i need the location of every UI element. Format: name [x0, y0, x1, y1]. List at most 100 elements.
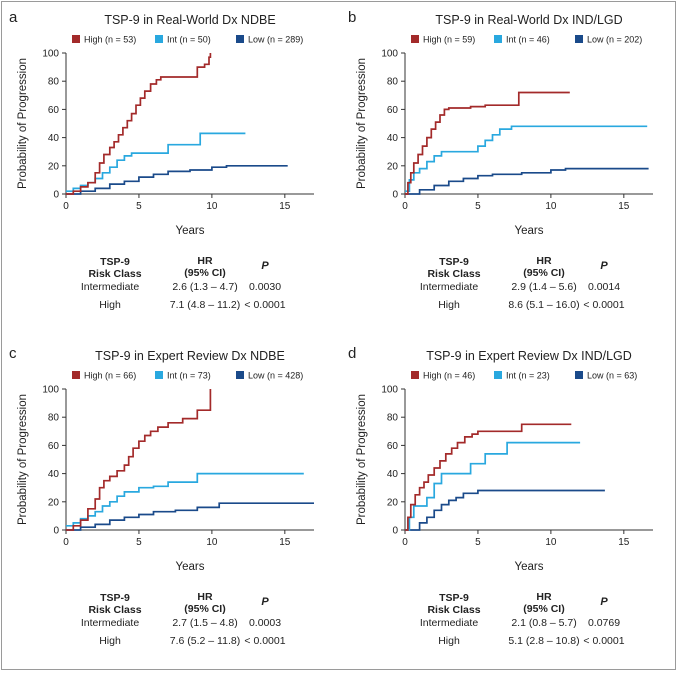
y-tick-label: 100 [381, 385, 398, 396]
x-axis-label: Years [176, 561, 205, 573]
y-tick-label: 80 [48, 77, 60, 88]
y-tick-label: 80 [387, 77, 399, 88]
y-axis-label: Probability of Progression [356, 394, 368, 525]
x-axis-label: Years [515, 561, 544, 573]
x-tick-label: 15 [618, 201, 630, 212]
header-hr-line2: (95% CI) [184, 603, 226, 615]
y-tick-label: 100 [42, 49, 59, 60]
legend-swatch-low [575, 371, 583, 379]
header-p-value: P [600, 260, 608, 272]
header-risk-class-line2: Risk Class [427, 604, 481, 616]
chart-title: TSP-9 in Real-World Dx NDBE [104, 13, 275, 27]
legend-swatch-low [236, 35, 244, 43]
legend-swatch-int [494, 35, 502, 43]
legend-label-low: Low (n = 289) [248, 35, 303, 45]
x-tick-label: 10 [545, 201, 557, 212]
row-hr-high: 8.6 (5.1 – 16.0) [508, 299, 580, 311]
row-p-intermediate: 0.0030 [248, 281, 282, 293]
header-hr-line2: (95% CI) [523, 603, 565, 615]
header-p-value: P [261, 260, 269, 272]
legend-label-int: Int (n = 23) [506, 371, 550, 381]
km-chart: b TSP-9 in Real-World Dx IND/LGD High (n =… [348, 9, 653, 237]
series-line-low [66, 502, 314, 531]
header-risk-class-line2: Risk Class [88, 268, 142, 280]
legend-swatch-low [575, 35, 583, 43]
header-p-value: P [261, 596, 269, 608]
y-tick-label: 0 [392, 190, 398, 201]
header-hr-line2: (95% CI) [184, 267, 226, 279]
y-tick-label: 100 [42, 385, 59, 396]
y-axis-label: Probability of Progression [17, 394, 29, 525]
x-tick-label: 0 [402, 537, 408, 548]
x-tick-label: 0 [63, 201, 69, 212]
panel-letter: b [348, 9, 356, 26]
y-tick-label: 60 [387, 105, 399, 116]
row-hr-intermediate: 2.1 (0.8 – 5.7) [511, 617, 577, 629]
panel-b: b TSP-9 in Real-World Dx IND/LGD High (n =… [339, 0, 678, 336]
km-chart: d TSP-9 in Expert Review Dx IND/LGD High (… [348, 345, 653, 573]
x-tick-label: 15 [618, 537, 630, 548]
legend-swatch-int [155, 35, 163, 43]
y-tick-label: 40 [387, 469, 399, 480]
y-tick-label: 60 [387, 441, 399, 452]
y-tick-label: 60 [48, 441, 60, 452]
legend-swatch-high [411, 35, 419, 43]
legend-label-int: Int (n = 50) [167, 35, 211, 45]
row-label-high: High [99, 299, 121, 311]
row-label-intermediate: Intermediate [419, 617, 479, 629]
row-hr-high: 7.6 (5.2 – 11.8) [169, 635, 241, 647]
header-risk-class-line1: TSP-9 [439, 592, 469, 604]
legend-swatch-high [72, 35, 80, 43]
series-line-int [66, 472, 304, 527]
y-tick-label: 80 [48, 413, 60, 424]
row-hr-high: 5.1 (2.8 – 10.8) [508, 635, 580, 647]
panel-letter: c [9, 345, 17, 362]
series-line-low [405, 167, 649, 195]
legend-label-high: High (n = 66) [84, 371, 136, 381]
header-hr-line1: HR [197, 591, 213, 603]
hr-table: TSP-9 Risk Class HR (95% CI) P Intermediate 2.… [339, 252, 678, 336]
y-tick-label: 40 [48, 133, 60, 144]
panel-c: c TSP-9 in Expert Review Dx NDBE High (n =… [0, 336, 339, 672]
x-tick-label: 10 [545, 537, 557, 548]
hr-table: TSP-9 Risk Class HR (95% CI) P Intermediate 2.… [0, 588, 339, 672]
legend-label-low: Low (n = 202) [587, 35, 642, 45]
row-p-intermediate: 0.0014 [587, 281, 621, 293]
header-risk-class-line2: Risk Class [427, 268, 481, 280]
row-label-intermediate: Intermediate [80, 617, 140, 629]
legend-label-low: Low (n = 428) [248, 371, 303, 381]
row-label-high: High [438, 635, 460, 647]
series-line-low [66, 164, 288, 195]
header-hr-line2: (95% CI) [523, 267, 565, 279]
row-p-high: < 0.0001 [583, 299, 625, 311]
legend-label-int: Int (n = 73) [167, 371, 211, 381]
x-tick-label: 5 [475, 201, 481, 212]
y-tick-label: 20 [48, 161, 60, 172]
y-tick-label: 0 [392, 526, 398, 537]
panel-d: d TSP-9 in Expert Review Dx IND/LGD High (… [339, 336, 678, 672]
y-axis-label: Probability of Progression [356, 58, 368, 189]
legend-swatch-int [494, 371, 502, 379]
y-tick-label: 60 [48, 105, 60, 116]
row-p-intermediate: 0.0769 [587, 617, 621, 629]
legend-label-int: Int (n = 46) [506, 35, 550, 45]
panel-letter: d [348, 345, 356, 362]
header-risk-class-line1: TSP-9 [100, 592, 130, 604]
series-line-high [66, 389, 212, 531]
panel-a: a TSP-9 in Real-World Dx NDBE High (n = 53… [0, 0, 339, 336]
header-p-value: P [600, 596, 608, 608]
x-tick-label: 15 [279, 201, 291, 212]
series-line-high [405, 423, 572, 531]
series-line-high [66, 53, 212, 195]
y-axis-label: Probability of Progression [17, 58, 29, 189]
series-line-int [66, 132, 246, 193]
header-risk-class-line1: TSP-9 [439, 256, 469, 268]
legend-label-high: High (n = 53) [84, 35, 136, 45]
legend-label-high: High (n = 59) [423, 35, 475, 45]
x-axis-label: Years [515, 225, 544, 237]
legend-swatch-high [72, 371, 80, 379]
y-tick-label: 40 [387, 133, 399, 144]
y-tick-label: 20 [387, 161, 399, 172]
row-hr-intermediate: 2.6 (1.3 – 4.7) [172, 281, 238, 293]
